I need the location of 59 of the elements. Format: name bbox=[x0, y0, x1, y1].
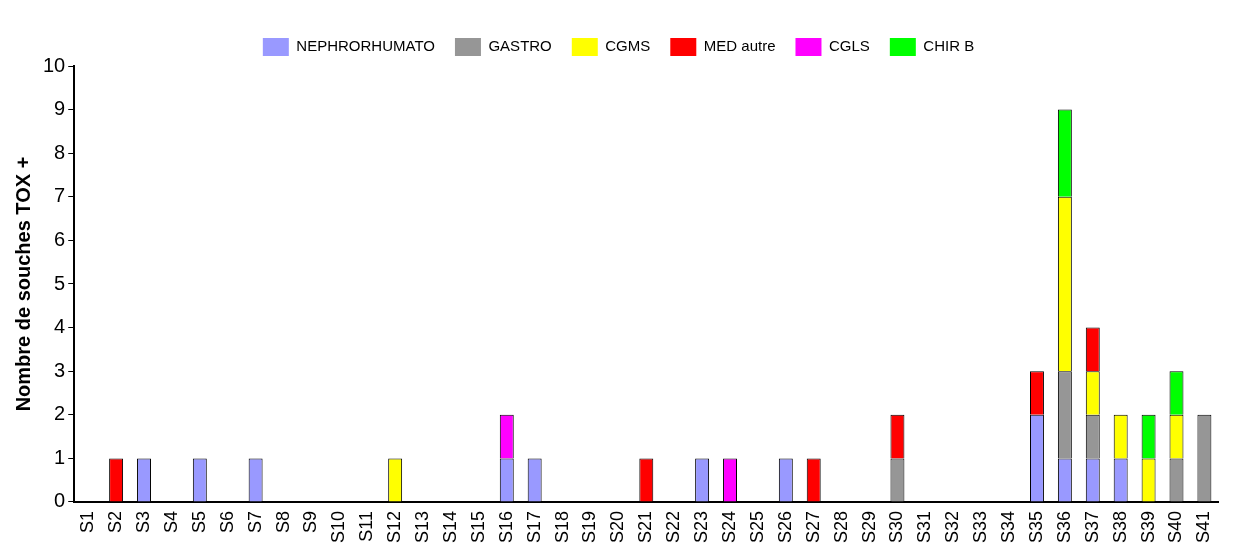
x-tick-label: S18 bbox=[551, 510, 572, 543]
x-tick-label: S38 bbox=[1109, 510, 1130, 543]
x-tick-label: S21 bbox=[635, 510, 656, 543]
x-tick-label: S32 bbox=[942, 510, 963, 543]
y-tick-label: 9 bbox=[54, 97, 66, 120]
x-tick-label: S23 bbox=[691, 510, 712, 543]
x-tick-label: S19 bbox=[579, 510, 600, 543]
x-tick-label: S16 bbox=[495, 510, 516, 543]
x-tick-label: S26 bbox=[774, 510, 795, 543]
x-tick-label: S39 bbox=[1137, 510, 1158, 543]
x-tick-label: S5 bbox=[188, 510, 209, 533]
y-tick-label: 1 bbox=[54, 445, 66, 468]
x-tick-label: S22 bbox=[663, 510, 684, 543]
y-tick-label: 10 bbox=[43, 53, 66, 76]
x-tick-label: S8 bbox=[272, 510, 293, 533]
x-tick-label: S30 bbox=[886, 510, 907, 543]
x-tick-label: S20 bbox=[607, 510, 628, 543]
x-tick-label: S34 bbox=[998, 510, 1019, 543]
x-tick-label: S10 bbox=[328, 510, 349, 543]
legend-label: MED autre bbox=[703, 37, 776, 55]
y-tick-label: 2 bbox=[54, 402, 66, 425]
x-tick-label: S7 bbox=[244, 510, 265, 533]
x-tick-label: S4 bbox=[160, 510, 181, 533]
y-tick-label: 6 bbox=[54, 227, 66, 250]
x-tick-label: S25 bbox=[746, 510, 767, 543]
x-tick-label: S14 bbox=[439, 510, 460, 543]
x-tick-label: S37 bbox=[1081, 510, 1102, 543]
x-tick-label: S28 bbox=[830, 510, 851, 543]
y-tick-label: 0 bbox=[54, 489, 66, 512]
x-tick-label: S31 bbox=[914, 510, 935, 543]
x-tick-label: S36 bbox=[1053, 510, 1074, 543]
y-tick-label: 7 bbox=[54, 184, 66, 207]
x-tick-label: S6 bbox=[216, 510, 237, 533]
x-tick-label: S29 bbox=[858, 510, 879, 543]
x-tick-label: S11 bbox=[356, 510, 377, 542]
y-tick-label: 4 bbox=[54, 315, 66, 338]
legend-label: NEPHRORHUMATO bbox=[296, 37, 435, 55]
x-tick-label: S41 bbox=[1193, 510, 1214, 543]
legend-label: CGMS bbox=[605, 37, 651, 55]
legend-label: CHIR B bbox=[923, 37, 975, 55]
x-tick-label: S35 bbox=[1025, 510, 1046, 543]
y-tick-label: 5 bbox=[54, 271, 66, 294]
y-tick-label: 3 bbox=[54, 358, 66, 381]
x-tick-label: S33 bbox=[970, 510, 991, 543]
x-tick-label: S3 bbox=[132, 510, 153, 533]
x-tick-label: S13 bbox=[412, 510, 433, 543]
x-tick-label: S15 bbox=[467, 510, 488, 543]
x-tick-label: S12 bbox=[384, 510, 405, 543]
x-tick-label: S24 bbox=[718, 510, 739, 543]
x-tick-label: S40 bbox=[1165, 510, 1186, 543]
y-tick-label: 8 bbox=[54, 140, 66, 163]
legend-label: CGLS bbox=[828, 37, 870, 55]
x-tick-label: S27 bbox=[802, 510, 823, 543]
x-tick-label: S1 bbox=[77, 510, 98, 533]
legend-label: GASTRO bbox=[488, 37, 552, 55]
x-tick-label: S9 bbox=[300, 510, 321, 533]
y-axis-title: Nombre de souches TOX + bbox=[11, 156, 34, 412]
x-tick-label: S2 bbox=[105, 510, 126, 533]
x-tick-label: S17 bbox=[523, 510, 544, 543]
